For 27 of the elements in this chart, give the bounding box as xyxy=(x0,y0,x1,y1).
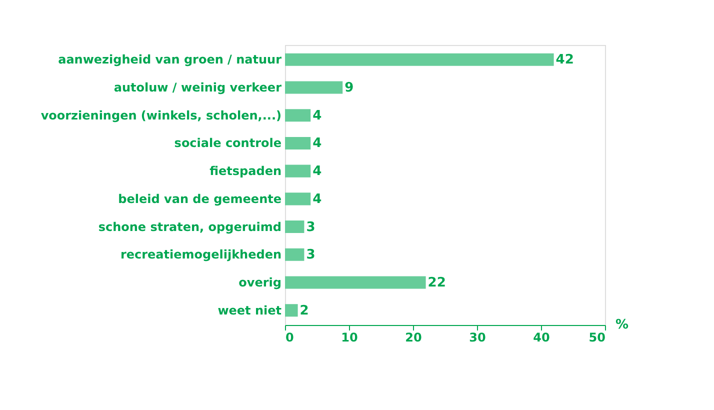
x-axis-title: % xyxy=(616,318,629,332)
data-label: 9 xyxy=(344,80,354,96)
x-tick-label: 20 xyxy=(405,330,422,344)
y-tick-label: fietspaden xyxy=(210,164,282,178)
y-tick-label: sociale controle xyxy=(174,136,282,150)
y-tick-label: overig xyxy=(238,276,282,290)
y-tick-label: weet niet xyxy=(218,303,282,318)
x-tick-label: 0 xyxy=(286,330,294,344)
data-label: 4 xyxy=(312,192,322,207)
x-tick-label: 10 xyxy=(341,330,358,344)
data-label: 3 xyxy=(306,248,316,263)
x-tick-label: 30 xyxy=(469,330,486,344)
y-tick-label: recreatiemogelijkheden xyxy=(120,248,282,262)
data-label: 4 xyxy=(312,108,322,124)
y-tick-label: schone straten, opgeruimd xyxy=(98,220,282,234)
y-tick-label: aanwezigheid van groen / natuur xyxy=(58,52,282,67)
data-label: 2 xyxy=(300,303,309,318)
y-tick-label: beleid van de gemeente xyxy=(118,192,282,206)
data-label: 4 xyxy=(312,164,322,180)
data-label: 4 xyxy=(312,136,322,152)
y-tick-label: voorzieningen (winkels, scholen,...) xyxy=(40,108,282,122)
data-label: 22 xyxy=(428,276,446,291)
data-label: 3 xyxy=(306,220,316,235)
x-tick-label: 50 xyxy=(588,330,606,344)
x-tick-label: 40 xyxy=(533,330,550,344)
y-tick-label: autoluw / weinig verkeer xyxy=(114,80,282,94)
data-label: 42 xyxy=(556,52,574,68)
